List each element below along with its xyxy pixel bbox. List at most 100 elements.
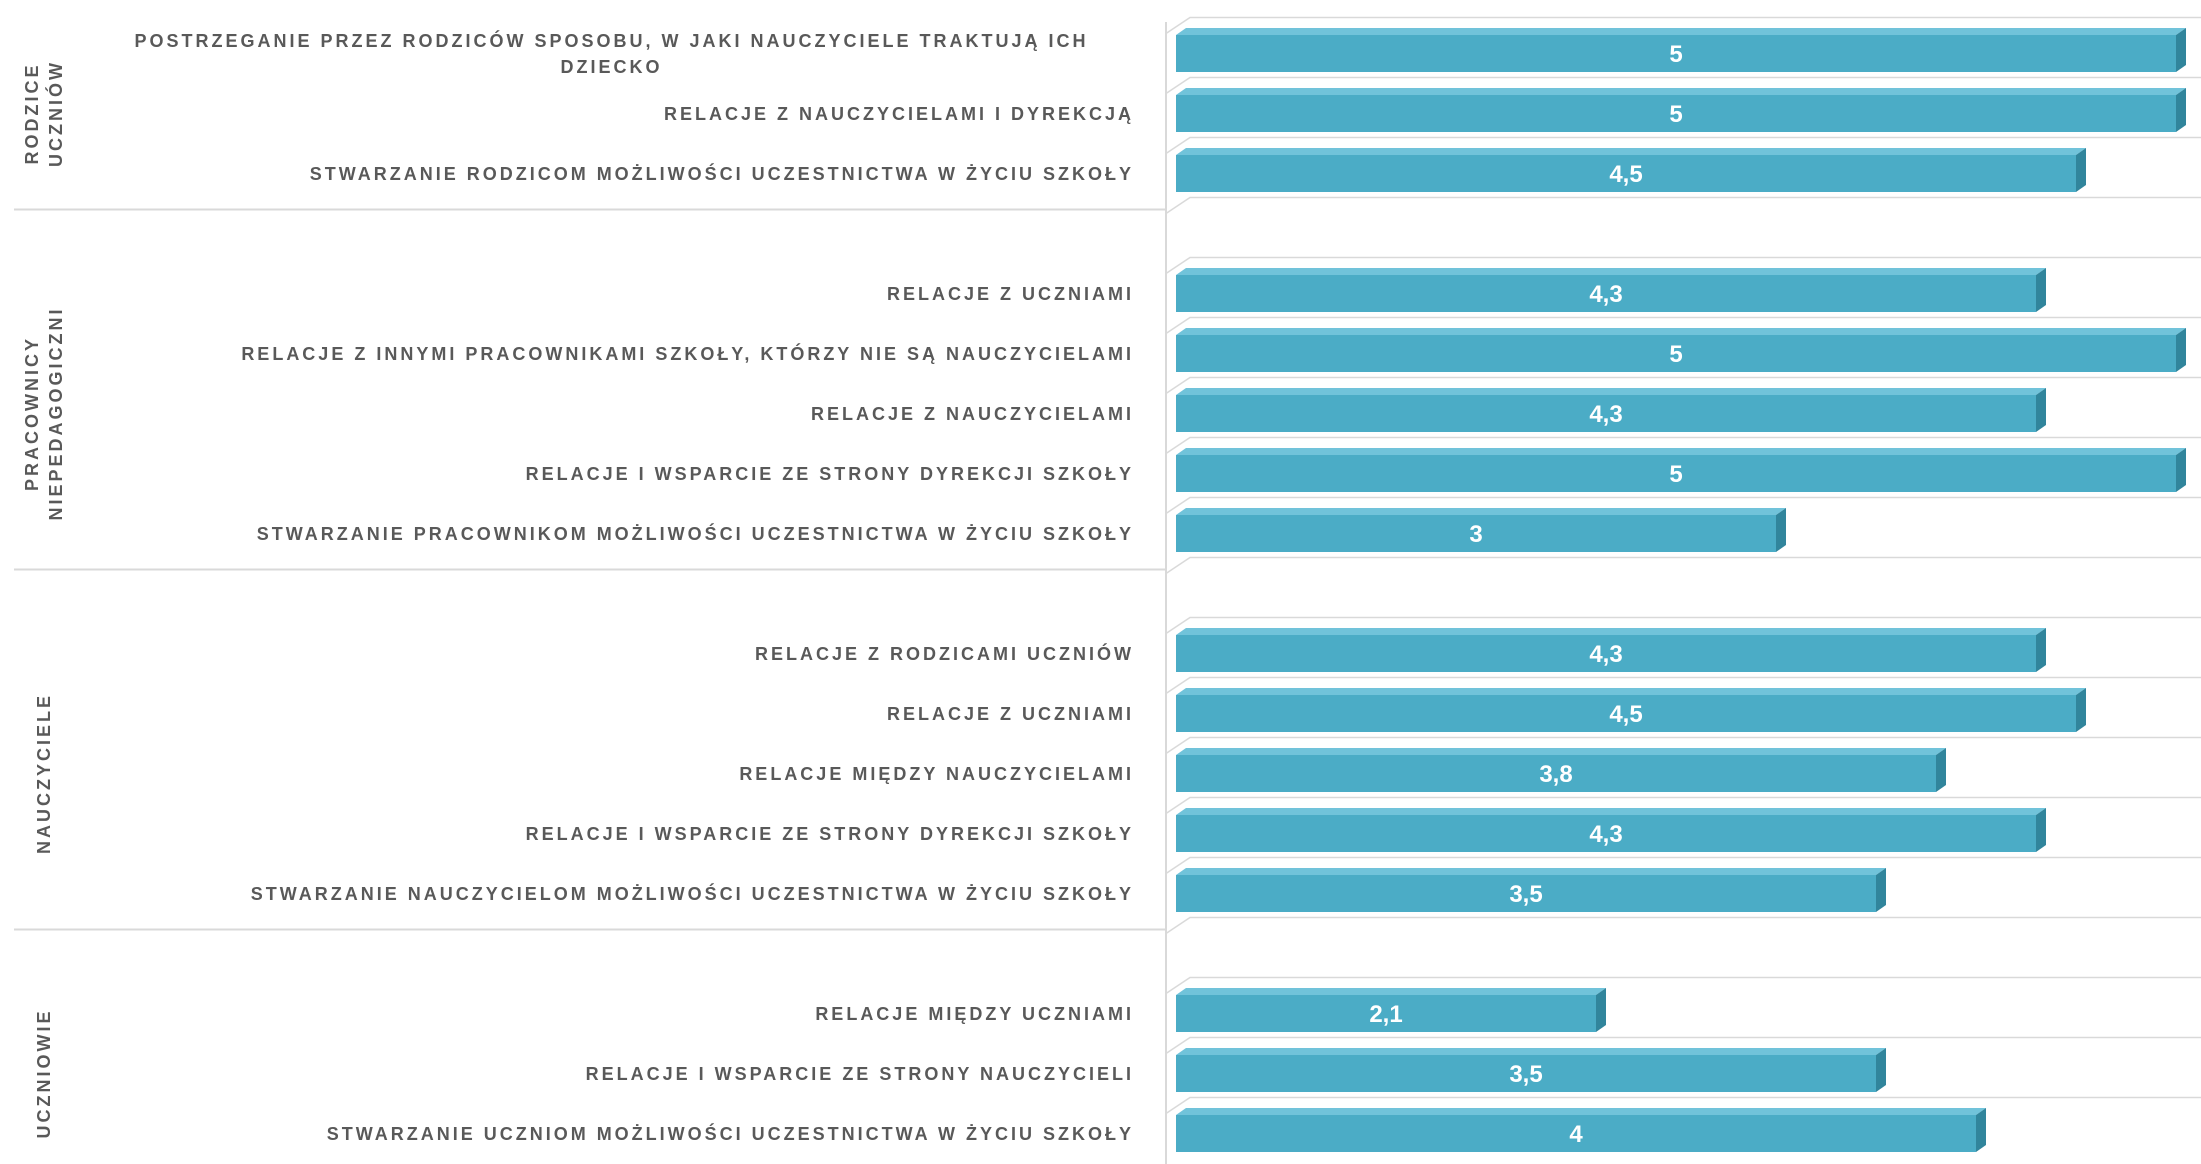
value-label: 3,5 bbox=[1509, 881, 1542, 908]
grid-line bbox=[1165, 76, 2201, 95]
category-label-box: RELACJE Z UCZNIAMI bbox=[89, 281, 1134, 307]
bar-side bbox=[1876, 1048, 1886, 1092]
bar-side bbox=[2176, 448, 2186, 492]
bar bbox=[1176, 875, 1876, 912]
bar-top bbox=[1176, 388, 2046, 395]
value-label: 5 bbox=[1669, 461, 1682, 488]
bar bbox=[1176, 635, 2036, 672]
category-label-box: RELACJE Z RODZICAMI UCZNIÓW bbox=[89, 641, 1134, 667]
category-label: RELACJE Z UCZNIAMI bbox=[887, 703, 1134, 724]
bar-side bbox=[1596, 988, 1606, 1032]
grid-line bbox=[1165, 676, 2201, 695]
group-label-line: UCZNIOWIE bbox=[34, 1009, 54, 1139]
bar bbox=[1176, 1055, 1876, 1092]
grid-line bbox=[1165, 256, 2201, 275]
grid-line bbox=[1165, 1036, 2201, 1055]
bar bbox=[1176, 815, 2036, 852]
bar-top bbox=[1176, 448, 2186, 455]
category-label-box: RELACJE Z NAUCZYCIELAMI bbox=[89, 401, 1134, 427]
bar-top bbox=[1176, 988, 1606, 995]
category-label: RELACJE Z RODZICAMI UCZNIÓW bbox=[755, 643, 1134, 664]
bar bbox=[1176, 455, 2176, 492]
grid-line bbox=[1165, 196, 2201, 215]
bar bbox=[1176, 335, 2176, 372]
category-label-box: RELACJE Z NAUCZYCIELAMI I DYREKCJĄ bbox=[89, 101, 1134, 127]
category-label: RELACJE I WSPARCIE ZE STRONY DYREKCJI SZ… bbox=[525, 463, 1134, 484]
bar-side bbox=[2036, 388, 2046, 432]
bar bbox=[1176, 95, 2176, 132]
bar bbox=[1176, 1115, 1976, 1152]
bar-top bbox=[1176, 508, 1786, 515]
grid-line bbox=[1165, 856, 2201, 875]
grid-line bbox=[1165, 376, 2201, 395]
bar bbox=[1176, 275, 2036, 312]
group-label: UCZNIOWIE bbox=[34, 1009, 54, 1139]
bar-side bbox=[2076, 148, 2086, 192]
bar-top bbox=[1176, 868, 1886, 875]
group-label-line: NIEPEDAGOGICZNI bbox=[46, 306, 66, 520]
value-label: 4,5 bbox=[1609, 701, 1642, 728]
value-label: 4 bbox=[1569, 1121, 1583, 1148]
bar-side bbox=[1936, 748, 1946, 792]
group-label-line: NAUCZYCIELE bbox=[34, 693, 54, 854]
value-label: 4,3 bbox=[1589, 821, 1622, 848]
category-label-box: POSTRZEGANIE PRZEZ RODZICÓW SPOSOBU, W J… bbox=[89, 28, 1134, 80]
bar bbox=[1176, 995, 1596, 1032]
bar-side bbox=[2036, 808, 2046, 852]
bar-side bbox=[2036, 268, 2046, 312]
bar-side bbox=[2176, 28, 2186, 72]
grid-line bbox=[1165, 556, 2201, 575]
value-label: 2,1 bbox=[1369, 1001, 1402, 1028]
category-label: STWARZANIE UCZNIOM MOŻLIWOŚCI UCZESTNICT… bbox=[326, 1123, 1134, 1144]
bar-top bbox=[1176, 688, 2086, 695]
bar-top bbox=[1176, 268, 2046, 275]
value-label: 4,5 bbox=[1609, 161, 1642, 188]
value-label: 4,3 bbox=[1589, 641, 1622, 668]
category-label: RELACJE I WSPARCIE ZE STRONY DYREKCJI SZ… bbox=[525, 823, 1134, 844]
category-label: RELACJE MIĘDZY NAUCZYCIELAMI bbox=[739, 763, 1134, 784]
category-label-box: STWARZANIE UCZNIOM MOŻLIWOŚCI UCZESTNICT… bbox=[89, 1121, 1134, 1147]
grid-line bbox=[1165, 616, 2201, 635]
category-label-box: RELACJE I WSPARCIE ZE STRONY DYREKCJI SZ… bbox=[89, 461, 1134, 487]
bar-side bbox=[1976, 1108, 1986, 1152]
category-label-box: RELACJE Z UCZNIAMI bbox=[89, 701, 1134, 727]
bar-side bbox=[1876, 868, 1886, 912]
bar-side bbox=[2036, 628, 2046, 672]
category-label: RELACJE Z NAUCZYCIELAMI I DYREKCJĄ bbox=[663, 103, 1134, 124]
bar bbox=[1176, 395, 2036, 432]
value-label: 5 bbox=[1669, 341, 1682, 368]
category-label: RELACJE MIĘDZY UCZNIAMI bbox=[815, 1003, 1134, 1024]
bar-top bbox=[1176, 148, 2086, 155]
category-label: RELACJE Z NAUCZYCIELAMI bbox=[810, 403, 1134, 424]
category-label: RELACJE Z UCZNIAMI bbox=[887, 283, 1134, 304]
group-label: RODZICE UCZNIÓW bbox=[22, 60, 66, 167]
bar bbox=[1176, 755, 1936, 792]
bar bbox=[1176, 695, 2076, 732]
bar-top bbox=[1176, 1108, 1986, 1115]
group-label-line: PRACOWNICY bbox=[22, 336, 42, 491]
category-label-box: STWARZANIE PRACOWNIKOM MOŻLIWOŚCI UCZEST… bbox=[89, 521, 1134, 547]
category-label-box: RELACJE I WSPARCIE ZE STRONY DYREKCJI SZ… bbox=[89, 821, 1134, 847]
bar-top bbox=[1176, 808, 2046, 815]
value-label: 4,3 bbox=[1589, 401, 1622, 428]
category-label: POSTRZEGANIE PRZEZ RODZICÓW SPOSOBU, W J… bbox=[134, 30, 1089, 77]
category-label: STWARZANIE PRACOWNIKOM MOŻLIWOŚCI UCZEST… bbox=[256, 523, 1134, 544]
bar-top bbox=[1176, 748, 1946, 755]
grid-line bbox=[1165, 496, 2201, 515]
bar-side bbox=[1776, 508, 1786, 552]
category-label: STWARZANIE NAUCZYCIELOM MOŻLIWOŚCI UCZES… bbox=[250, 883, 1134, 904]
bar-top bbox=[1176, 628, 2046, 635]
bar-top bbox=[1176, 88, 2186, 95]
bar-side bbox=[2176, 328, 2186, 372]
category-label-box: RELACJE MIĘDZY UCZNIAMI bbox=[89, 1001, 1134, 1027]
grid-line bbox=[1165, 16, 2201, 35]
value-label: 5 bbox=[1669, 41, 1682, 68]
bar-top bbox=[1176, 328, 2186, 335]
bar-top bbox=[1176, 28, 2186, 35]
category-label: RELACJE Z INNYMI PRACOWNIKAMI SZKOŁY, KT… bbox=[241, 343, 1134, 364]
grid-line bbox=[1165, 796, 2201, 815]
category-label-box: RELACJE MIĘDZY NAUCZYCIELAMI bbox=[89, 761, 1134, 787]
grid-line bbox=[1165, 316, 2201, 335]
